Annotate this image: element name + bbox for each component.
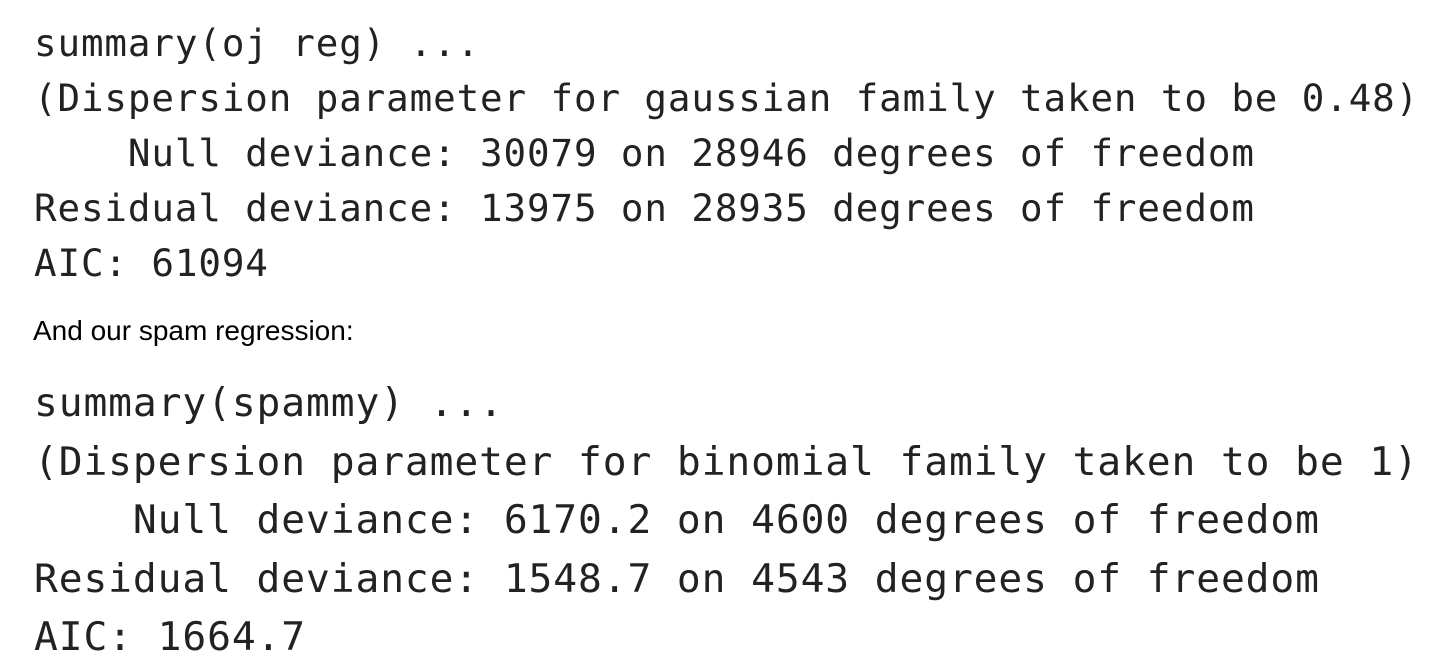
code-line: Residual deviance: 13975 on 28935 degree… — [34, 186, 1255, 230]
code-line: Null deviance: 6170.2 on 4600 degrees of… — [34, 497, 1320, 543]
code-line: summary(oj reg) ... — [34, 21, 481, 65]
code-block-spam-summary: summary(spammy) ... (Dispersion parameter… — [34, 374, 1419, 667]
prose-paragraph: And our spam regression: — [33, 315, 354, 346]
code-line: Residual deviance: 1548.7 on 4543 degree… — [34, 555, 1320, 602]
code-line: AIC: 61094 — [34, 241, 269, 285]
code-line: summary(spammy) ... — [34, 380, 504, 426]
code-line: (Dispersion parameter for binomial famil… — [34, 438, 1419, 485]
code-line: Null deviance: 30079 on 28946 degrees of… — [34, 131, 1255, 175]
code-block-oj-summary: summary(oj reg) ... (Dispersion parameter… — [34, 16, 1419, 291]
code-line: AIC: 1664.7 — [34, 614, 307, 660]
code-line: (Dispersion parameter for gaussian famil… — [34, 76, 1420, 120]
